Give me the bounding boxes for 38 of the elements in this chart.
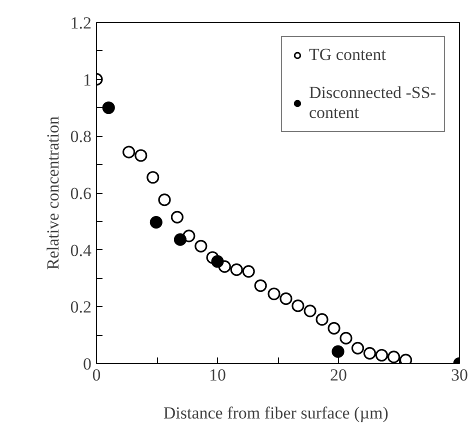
point xyxy=(340,332,352,344)
point xyxy=(102,101,115,114)
point xyxy=(230,263,243,276)
point xyxy=(174,233,187,246)
point xyxy=(280,292,292,305)
point xyxy=(134,149,148,162)
point xyxy=(170,210,184,224)
point xyxy=(332,345,344,358)
x-axis-title: Distance from fiber surface (µm) xyxy=(163,404,388,422)
y-tick-label: 1 xyxy=(83,70,92,90)
point xyxy=(268,288,280,300)
point xyxy=(150,216,162,229)
point xyxy=(304,304,316,318)
x-tick-label: 30 xyxy=(451,366,468,384)
x-tick-label: 20 xyxy=(330,366,347,384)
y-tick-label: 0.8 xyxy=(70,127,92,146)
legend-label: TG content xyxy=(308,45,386,65)
y-tick-label: 0.4 xyxy=(70,240,92,260)
point xyxy=(375,348,388,362)
y-axis-title: Relative concentration xyxy=(43,116,62,270)
point xyxy=(363,346,376,360)
point xyxy=(316,313,328,326)
point xyxy=(328,322,340,335)
point xyxy=(211,255,224,268)
point xyxy=(242,265,255,278)
point xyxy=(292,300,304,312)
point xyxy=(194,240,208,252)
x-tick-label: 10 xyxy=(209,366,226,384)
point xyxy=(122,146,136,158)
point xyxy=(146,171,160,184)
legend-label: Disconnected -SS- content xyxy=(308,83,436,123)
point xyxy=(254,279,267,292)
point xyxy=(387,350,400,364)
point xyxy=(158,194,171,206)
y-tick-label: 1.2 xyxy=(70,14,92,32)
point xyxy=(351,342,364,354)
y-tick-label: 0.6 xyxy=(70,184,92,203)
y-tick-label: 0.2 xyxy=(70,298,92,317)
